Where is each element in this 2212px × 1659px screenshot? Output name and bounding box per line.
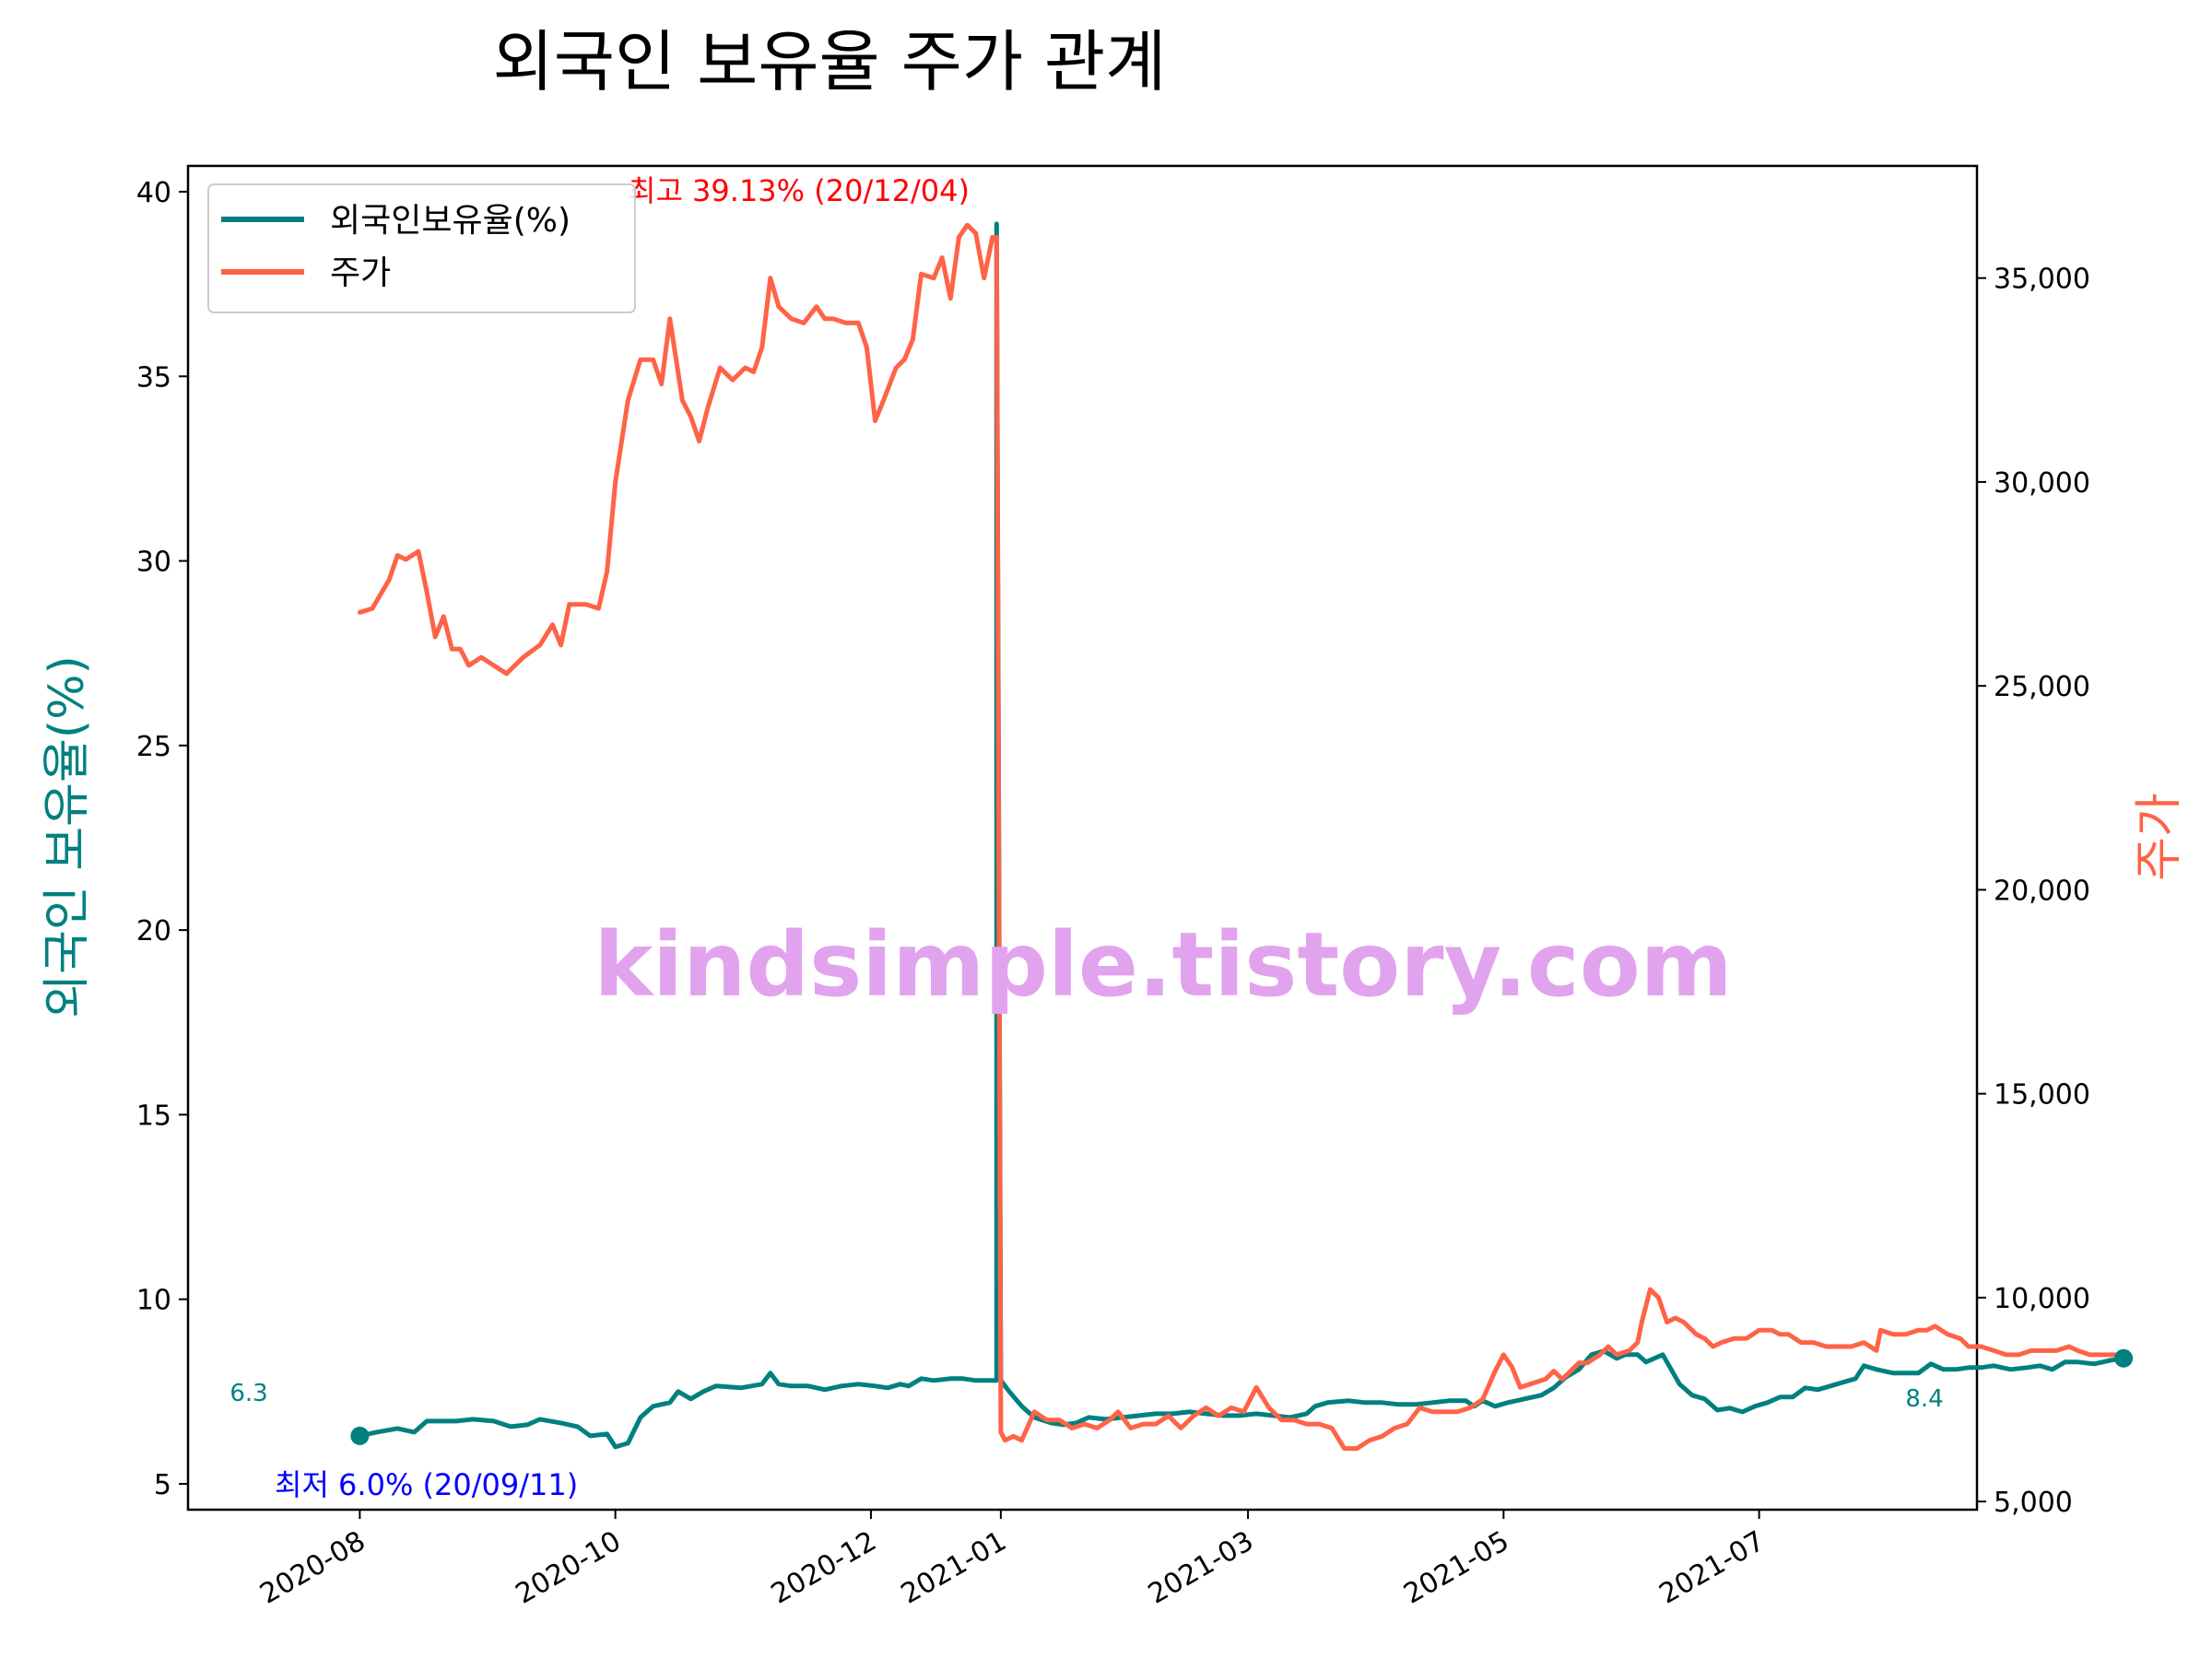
annotations: 최고 39.13% (20/12/04) 최저 6.0% (20/09/11) … <box>229 173 1943 1502</box>
y-right-tick-label: 10,000 <box>1994 1283 2090 1315</box>
end-marker <box>2114 1348 2134 1368</box>
y-axis-right-label: 주가 <box>2132 793 2187 881</box>
y-left-tick-label: 5 <box>154 1469 171 1501</box>
y-axis-left: 5 10 15 20 25 30 35 40 <box>136 177 188 1501</box>
series-layer <box>350 221 2134 1452</box>
y-right-tick-label: 25,000 <box>1994 671 2090 703</box>
max-annotation: 최고 39.13% (20/12/04) <box>629 173 970 208</box>
y-axis-right: 5,000 10,000 15,000 20,000 25,000 30,000 35,00… <box>1977 264 2090 1519</box>
series-line-stock-price <box>357 222 2126 1452</box>
legend: 외국인보유율(%) 주가 <box>207 183 636 313</box>
y-left-tick-label: 40 <box>136 177 171 209</box>
series-line-foreign-ownership <box>357 221 2126 1450</box>
y-left-tick-label: 15 <box>136 1100 171 1132</box>
legend-label-foreign-ownership: 외국인보유율(%) <box>330 202 571 240</box>
start-value-label: 6.3 <box>229 1380 267 1407</box>
y-axis-left-label: 외국인 보유율(%) <box>40 655 95 1018</box>
x-tick-label: 2021-03 <box>1143 1525 1259 1611</box>
x-tick-label: 2021-07 <box>1654 1525 1771 1611</box>
x-tick-label: 2021-05 <box>1398 1525 1514 1611</box>
min-annotation: 최저 6.0% (20/09/11) <box>275 1467 578 1502</box>
y-left-tick-label: 35 <box>136 361 171 394</box>
y-right-tick-label: 35,000 <box>1994 264 2090 296</box>
x-tick-label: 2021-01 <box>896 1525 1012 1611</box>
y-left-tick-label: 30 <box>136 547 171 579</box>
y-right-tick-label: 30,000 <box>1994 467 2090 500</box>
y-right-tick-label: 20,000 <box>1994 875 2090 907</box>
end-value-label: 8.4 <box>1905 1385 1943 1413</box>
x-tick-label: 2020-10 <box>511 1525 627 1611</box>
x-axis: 2020-08 2020-10 2020-12 2021-01 2021-03 2021-… <box>254 1510 1771 1611</box>
y-left-tick-label: 20 <box>136 915 171 947</box>
y-left-tick-label: 25 <box>136 731 171 763</box>
y-left-tick-label: 10 <box>136 1285 171 1317</box>
legend-box <box>207 183 636 313</box>
y-right-tick-label: 5,000 <box>1994 1487 2073 1519</box>
watermark: kindsimple.tistory.com <box>594 913 1732 1017</box>
y-right-tick-label: 15,000 <box>1994 1079 2090 1112</box>
plot-area <box>186 164 1979 1512</box>
x-tick-label: 2020-12 <box>766 1525 882 1611</box>
plot-frame <box>186 164 1979 1512</box>
legend-label-stock-price: 주가 <box>330 254 391 292</box>
start-marker <box>350 1426 370 1445</box>
x-tick-label: 2020-08 <box>254 1525 371 1611</box>
chart-title: 외국인 보유율 주가 관계 <box>492 23 1166 100</box>
